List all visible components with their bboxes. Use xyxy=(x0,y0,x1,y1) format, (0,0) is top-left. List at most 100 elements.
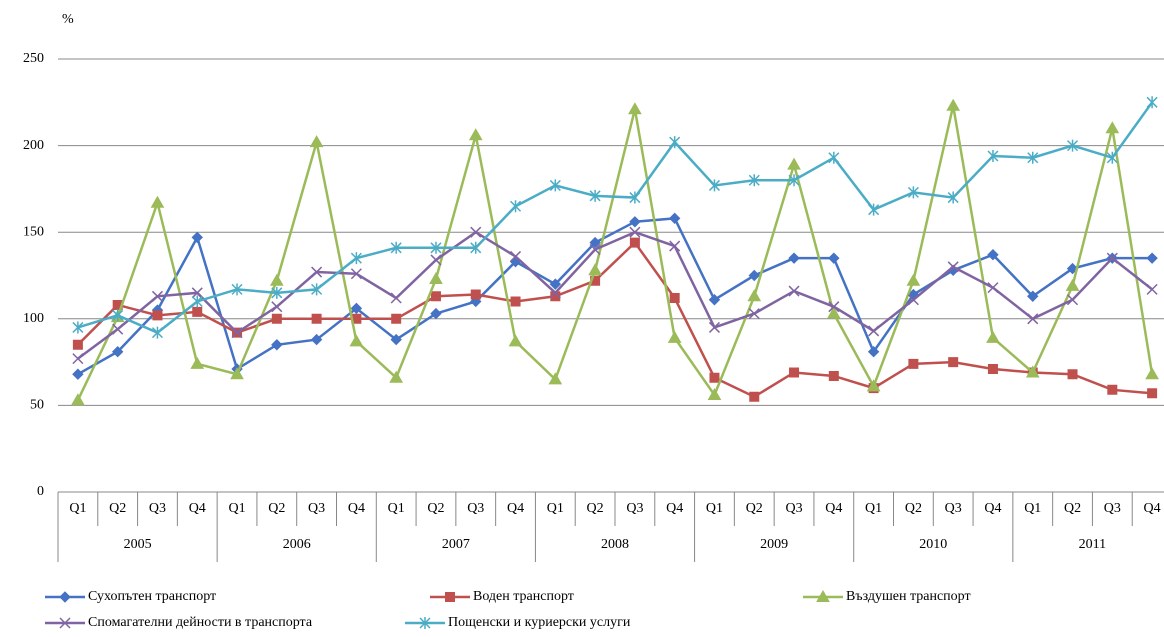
series-line xyxy=(76,105,1154,401)
legend-marker xyxy=(59,617,71,629)
point-marker xyxy=(231,327,243,339)
y-tick-label: 150 xyxy=(23,224,44,239)
y-tick-label: 200 xyxy=(23,138,44,153)
x-tick-label: Q4 xyxy=(825,501,842,516)
x-tick-label: Q2 xyxy=(109,501,126,516)
point-marker xyxy=(192,306,203,317)
point-marker xyxy=(389,370,404,383)
point-marker xyxy=(948,357,959,368)
point-marker xyxy=(311,283,323,296)
y-axis-label: % xyxy=(62,12,74,27)
point-marker xyxy=(1067,294,1079,306)
point-marker xyxy=(430,307,442,320)
x-group-label: 2006 xyxy=(283,537,311,552)
point-marker xyxy=(151,326,163,339)
point-marker xyxy=(1065,278,1080,291)
legend-label: Пощенски и куриерски услуги xyxy=(448,615,631,630)
point-marker xyxy=(152,310,163,321)
point-marker xyxy=(1105,121,1120,134)
x-tick-label: Q4 xyxy=(1144,501,1161,516)
point-marker xyxy=(112,323,124,335)
x-tick-label: Q1 xyxy=(228,501,245,516)
point-marker xyxy=(350,252,362,265)
point-marker xyxy=(151,290,163,302)
point-marker xyxy=(787,157,801,170)
point-marker xyxy=(629,226,641,238)
point-marker xyxy=(828,301,840,313)
x-tick-label: Q4 xyxy=(348,501,365,516)
x-group-label: 2005 xyxy=(124,537,152,552)
point-marker xyxy=(468,128,483,141)
point-marker xyxy=(191,295,203,308)
point-marker xyxy=(828,370,839,381)
point-marker xyxy=(987,149,999,162)
point-marker xyxy=(72,339,83,350)
x-tick-label: Q1 xyxy=(1024,501,1041,516)
point-marker xyxy=(906,273,921,286)
x-group-label: 2011 xyxy=(1079,537,1106,552)
legend-label: Спомагателни дейности в транспорта xyxy=(88,615,313,630)
point-marker xyxy=(828,151,840,164)
point-marker xyxy=(1067,139,1079,152)
x-tick-label: Q3 xyxy=(1104,501,1121,516)
point-marker xyxy=(470,241,482,254)
point-marker xyxy=(111,346,124,358)
point-marker xyxy=(788,174,800,187)
point-marker xyxy=(709,372,720,383)
point-marker xyxy=(987,249,999,261)
y-tick-label: 250 xyxy=(23,51,44,66)
point-marker xyxy=(947,261,959,273)
point-marker xyxy=(749,391,760,402)
point-marker xyxy=(470,226,482,238)
point-marker xyxy=(588,263,602,276)
x-tick-label: Q1 xyxy=(865,501,882,516)
point-marker xyxy=(350,302,363,315)
point-marker xyxy=(708,294,721,306)
point-marker xyxy=(1146,96,1158,109)
point-marker xyxy=(510,296,521,307)
point-marker xyxy=(1107,384,1118,395)
point-marker xyxy=(112,309,124,322)
point-marker xyxy=(867,346,880,358)
x-tick-label: Q4 xyxy=(507,501,524,516)
x-tick-label: Q3 xyxy=(626,501,643,516)
point-marker xyxy=(629,191,641,204)
point-marker xyxy=(788,285,800,297)
point-marker xyxy=(826,306,841,319)
point-marker xyxy=(986,330,1000,343)
x-tick-label: Q3 xyxy=(467,501,484,516)
point-marker xyxy=(1027,151,1039,164)
point-marker xyxy=(549,278,562,290)
point-marker xyxy=(430,291,441,302)
point-marker xyxy=(311,266,323,278)
point-marker xyxy=(508,334,523,347)
point-marker xyxy=(430,241,442,254)
point-marker xyxy=(828,252,840,264)
x-tick-label: Q1 xyxy=(547,501,564,516)
point-marker xyxy=(311,313,322,324)
y-tick-label: 50 xyxy=(30,398,44,413)
point-marker xyxy=(1106,151,1118,164)
series-line xyxy=(77,101,1154,335)
x-tick-label: Q1 xyxy=(69,501,86,516)
series-line xyxy=(77,230,1153,360)
y-tick-label: 0 xyxy=(37,484,44,499)
point-marker xyxy=(349,334,364,347)
x-tick-label: Q3 xyxy=(945,501,962,516)
x-tick-label: Q3 xyxy=(308,501,325,516)
point-marker xyxy=(748,308,760,320)
point-marker xyxy=(947,191,959,204)
x-tick-label: Q2 xyxy=(905,501,922,516)
point-marker xyxy=(71,393,85,406)
x-tick-label: Q4 xyxy=(666,501,683,516)
legend-marker xyxy=(445,592,455,602)
point-marker xyxy=(669,240,681,252)
x-tick-label: Q4 xyxy=(984,501,1001,516)
x-tick-label: Q2 xyxy=(268,501,285,516)
point-marker xyxy=(868,325,880,337)
x-group-label: 2008 xyxy=(601,537,629,552)
point-marker xyxy=(748,269,760,282)
point-marker xyxy=(350,268,362,280)
point-marker xyxy=(549,287,561,299)
